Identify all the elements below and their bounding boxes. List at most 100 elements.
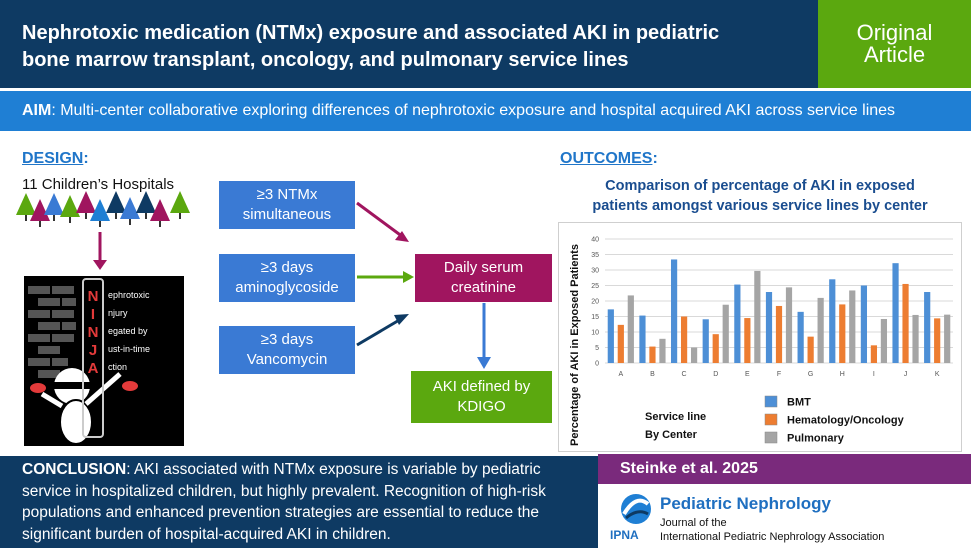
bar-hematology-oncology-c <box>680 316 688 363</box>
legend-label: Hematology/Oncology <box>787 415 905 427</box>
chart-title-line-1: Comparison of percentage of AKI in expos… <box>605 178 915 194</box>
bar-pulmonary-k <box>944 314 951 363</box>
bar-hematology-oncology-e <box>744 318 751 363</box>
badge-line-2: Article <box>863 42 926 67</box>
x-tick-label: G <box>808 371 813 378</box>
bar-pulmonary-b <box>659 338 666 363</box>
x-tick-label: D <box>713 371 718 378</box>
chart-title-line-2: patients amongst various service lines b… <box>592 198 928 214</box>
bar-pulmonary-g <box>817 297 824 363</box>
bar-bmt-c <box>670 259 678 363</box>
ninja-letter-column: N I N J A <box>82 278 104 438</box>
aim-text: : Multi-center collaborative exploring d… <box>51 102 896 119</box>
x-tick-label: K <box>935 371 940 378</box>
ninja-figure-icon <box>28 286 138 445</box>
article-title-line-1: Nephrotoxic medication (NTMx) exposure a… <box>22 22 720 44</box>
y-tick-label: 25 <box>591 283 599 290</box>
ninja-letter: N <box>87 288 99 305</box>
ninja-word: ction <box>108 362 128 372</box>
arrow-green-icon <box>357 271 414 283</box>
x-tick-label: J <box>904 371 908 378</box>
bar-pulmonary-d <box>722 304 729 363</box>
criteria-box-line-1: ≥3 days <box>260 331 314 348</box>
bar-pulmonary-c <box>690 347 698 363</box>
bar-hematology-oncology-a <box>617 324 624 363</box>
criteria-box-line-1: ≥3 NTMx <box>256 186 318 203</box>
chart-frame: Percentage of AKI in Exposed Patients 0 5 1… <box>558 222 962 452</box>
bar-hematology-oncology-d <box>712 334 719 363</box>
arrow-navy-icon <box>356 314 409 347</box>
criteria-box-vancomycin: ≥3 days Vancomycin <box>219 326 355 374</box>
bar-pulmonary-f <box>785 287 793 363</box>
kdigo-box-line-2: KDIGO <box>457 398 506 415</box>
tree-icons <box>16 191 190 227</box>
ninja-letter: A <box>87 360 99 377</box>
original-article-badge: Original Article <box>818 0 971 88</box>
ninja-letter: J <box>88 342 98 359</box>
bar-hematology-oncology-f <box>775 305 783 363</box>
legend-label: Pulmonary <box>787 433 845 445</box>
legend-swatch <box>764 395 778 408</box>
x-tick-label: B <box>650 371 655 378</box>
y-tick-label: 10 <box>591 330 599 337</box>
bar-bmt-k <box>924 292 931 363</box>
article-title-line-2: bone marrow transplant, oncology, and pu… <box>22 49 629 71</box>
outcomes-heading-label: OUTCOMES <box>560 150 653 167</box>
x-tick-label: I <box>873 371 875 378</box>
y-tick-label: 15 <box>591 314 599 321</box>
bar-bmt-j <box>892 263 899 363</box>
y-tick-label: 5 <box>595 345 599 352</box>
hospital-trees-icon <box>16 191 190 227</box>
journal-subtitle: Journal of the <box>660 517 727 529</box>
serum-creatinine-box: Daily serum creatinine <box>415 254 552 302</box>
y-tick-label: 40 <box>591 237 599 244</box>
article-title: Nephrotoxic medication (NTMx) exposure a… <box>22 20 812 74</box>
y-tick-label: 30 <box>591 268 599 275</box>
x-tick-label: A <box>618 371 623 378</box>
down-arrow-icon <box>93 232 107 270</box>
outcomes-heading: OUTCOMES: <box>560 150 658 168</box>
x-axis-label-line-2: By Center <box>645 429 698 441</box>
x-tick-label: E <box>745 371 750 378</box>
bar-bmt-e <box>734 284 741 363</box>
bar-pulmonary-a <box>627 295 634 363</box>
bar-hematology-oncology-b <box>649 346 656 363</box>
conclusion: CONCLUSION: AKI associated with NTMx exp… <box>22 459 592 545</box>
bar-pulmonary-j <box>912 314 919 363</box>
criteria-box-aminoglycoside: ≥3 days aminoglycoside <box>219 254 355 302</box>
bar-bmt-i <box>860 285 868 363</box>
x-tick-label: F <box>777 371 781 378</box>
ipna-logo-text: IPNA <box>610 528 639 542</box>
y-tick-label: 20 <box>591 299 599 306</box>
criteria-box-line-2: aminoglycoside <box>235 279 339 296</box>
flow-arrows <box>356 201 491 369</box>
citation: Steinke et al. 2025 <box>598 454 971 484</box>
kdigo-box-line-1: AKI defined by <box>432 378 531 395</box>
criteria-box-line-2: Vancomycin <box>246 351 328 368</box>
ninja-letter: N <box>87 324 99 341</box>
bar-bmt-f <box>765 292 773 363</box>
legend-swatch <box>764 413 778 426</box>
bar-hematology-oncology-j <box>902 283 909 363</box>
design-heading: DESIGN: <box>22 150 89 168</box>
ninja-letter: I <box>90 306 96 323</box>
x-axis-label-line-1: Service line <box>645 411 706 423</box>
badge-line-1: Original <box>856 20 933 45</box>
criteria-box-line-1: ≥3 days <box>260 259 314 276</box>
y-axis-label: Percentage of AKI in Exposed Patients <box>569 244 581 446</box>
y-tick-label: 0 <box>595 361 599 368</box>
journal-box: IPNA Pediatric Nephrology Journal of the… <box>598 484 971 548</box>
outcomes-heading-colon: : <box>652 150 658 167</box>
bar-bmt-b <box>639 315 646 363</box>
serum-box-line-1: Daily serum <box>443 259 524 276</box>
legend-swatch <box>764 431 778 444</box>
aki-bar-chart: Percentage of AKI in Exposed Patients 0 5 1… <box>569 237 953 446</box>
criteria-box-ntmx: ≥3 NTMx simultaneous <box>219 181 355 229</box>
bar-pulmonary-e <box>754 270 761 363</box>
chart-title: Comparison of percentage of AKI in expos… <box>560 176 960 216</box>
bar-hematology-oncology-i <box>870 345 878 363</box>
bar-hematology-oncology-k <box>934 318 941 363</box>
journal-name: Pediatric Nephrology <box>660 494 831 513</box>
bar-pulmonary-h <box>849 290 856 363</box>
design-heading-label: DESIGN <box>22 150 84 167</box>
